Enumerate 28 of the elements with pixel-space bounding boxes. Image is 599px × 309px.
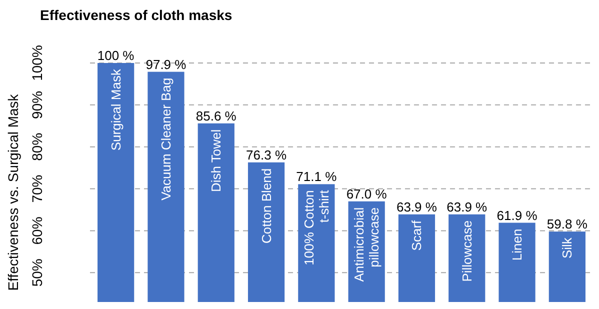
data-label: 67.0 % — [346, 186, 388, 202]
y-tick-label: 50% — [29, 258, 45, 287]
y-tick-label: 80% — [29, 132, 45, 161]
y-tick-label: 100% — [29, 45, 45, 81]
y-tick-label: 90% — [29, 90, 45, 119]
y-axis-title: Effectiveness vs. Surgical Mask — [5, 93, 21, 291]
x-tick-label: Scarf — [409, 220, 424, 251]
y-tick-label: 60% — [29, 216, 45, 245]
y-tick-label: 70% — [29, 174, 45, 203]
data-label: 63.9 % — [446, 199, 488, 214]
x-tick-label: Vacuum Cleaner Bag — [158, 78, 174, 200]
x-tick-label: 100% Cotton t-shirt — [301, 190, 332, 266]
data-label: 71.1 % — [296, 169, 338, 184]
x-tick-label: Cotton Blend — [258, 168, 274, 244]
data-label: 85.6 % — [196, 108, 237, 124]
data-label: 97.9 % — [146, 56, 187, 72]
chart-title: Effectiveness of cloth masks — [40, 7, 232, 23]
data-label: 63.9 % — [396, 199, 438, 214]
x-tick-label: Linen — [510, 228, 525, 261]
data-label: 100 % — [97, 48, 135, 63]
x-tick-label: Dish Towel — [208, 129, 224, 192]
x-tick-label: Silk — [560, 237, 575, 259]
data-label: 76.3 % — [246, 147, 287, 162]
x-tick-label: Surgical Mask — [108, 68, 124, 151]
x-tick-label: Antimicrobial pillowcase — [352, 207, 382, 282]
x-tick-label: Pillowcase — [459, 220, 474, 282]
data-label: 61.9 % — [496, 208, 538, 223]
data-label: 59.8 % — [546, 216, 588, 232]
